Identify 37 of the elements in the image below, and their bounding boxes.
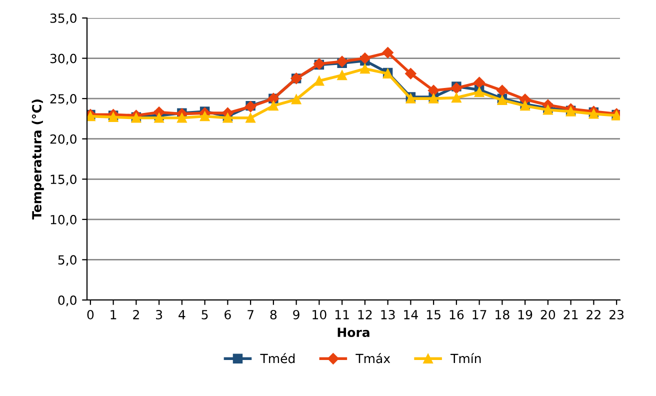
x-tick-label: 8: [270, 310, 277, 320]
x-tick-label: 21: [564, 310, 578, 320]
x-tick-label: 10: [312, 310, 326, 320]
x-tick-label: 6: [224, 310, 231, 320]
x-tick-label: 2: [133, 310, 139, 320]
legend-label: Tmín: [450, 353, 481, 364]
x-tick-label: 5: [202, 310, 208, 320]
x-tick-label: 9: [293, 310, 300, 320]
legend-label: Tmáx: [356, 353, 390, 364]
x-tick-label: 0: [87, 310, 94, 320]
x-tick-label: 3: [156, 310, 162, 320]
x-tick-label: 17: [472, 310, 486, 320]
x-tick-label: 19: [518, 310, 532, 320]
x-tick-label: 1: [110, 310, 116, 320]
y-tick-label: 35,0: [50, 13, 76, 24]
x-tick-label: 15: [426, 310, 440, 320]
x-tick-label: 14: [404, 310, 418, 320]
x-tick-label: 4: [178, 310, 186, 320]
x-tick-label: 23: [610, 310, 624, 320]
x-tick-label: 12: [358, 310, 372, 320]
y-tick-label: 0,0: [58, 295, 76, 306]
legend-label: Tméd: [260, 353, 295, 364]
x-axis-title: Hora: [338, 328, 370, 338]
y-axis-title: Temperatura (°C): [32, 100, 44, 220]
x-tick-label: 20: [540, 310, 556, 320]
y-tick-label: 30,0: [50, 54, 76, 64]
y-tick-label: 10,0: [50, 214, 76, 226]
x-tick-label: 11: [335, 310, 349, 320]
y-tick-label: 25,0: [50, 94, 76, 105]
y-tick-label: 20,0: [50, 134, 76, 146]
y-tick-label: 15,0: [50, 174, 76, 186]
x-tick-label: 16: [450, 310, 464, 320]
x-tick-label: 18: [496, 310, 510, 320]
x-tick-label: 22: [586, 310, 600, 320]
y-tick-label: 5,0: [58, 255, 76, 266]
x-tick-label: 13: [381, 310, 395, 320]
x-tick-label: 7: [248, 310, 254, 320]
